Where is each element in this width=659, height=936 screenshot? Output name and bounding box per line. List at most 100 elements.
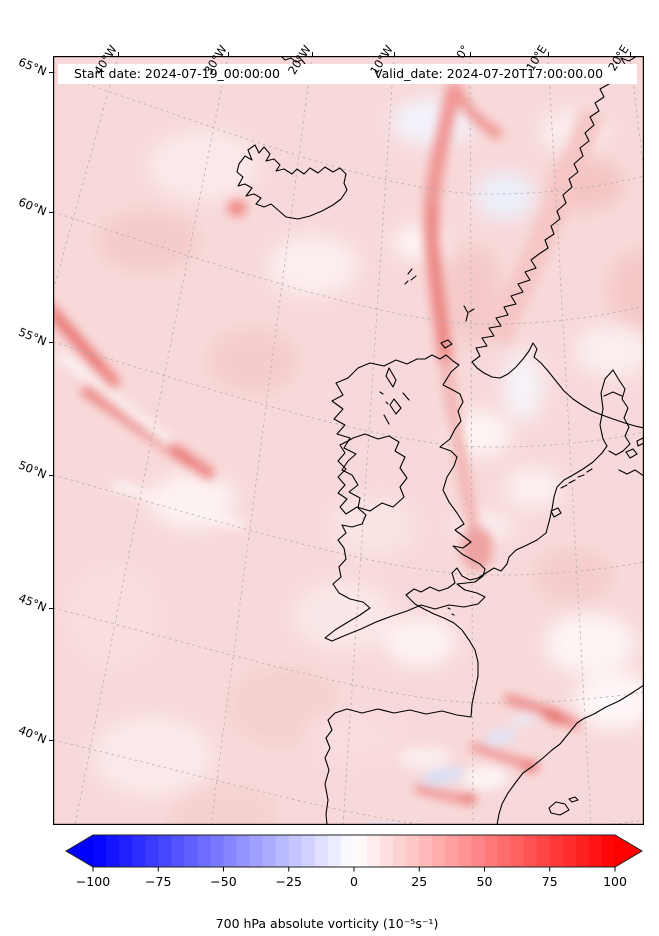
colorbar-segment <box>236 835 251 867</box>
colorbar-tick-label: 75 <box>541 874 558 889</box>
colorbar-segment <box>210 835 224 867</box>
colorbar-segment <box>536 835 551 867</box>
colorbar-tick-label: −50 <box>210 874 237 889</box>
latitude-tick <box>49 72 53 73</box>
coast-continental-europe <box>324 445 608 825</box>
colorbar-caption: 700 hPa absolute vorticity (10⁻⁵s⁻¹) <box>0 916 659 931</box>
coast-denmark <box>599 369 614 447</box>
coast-great-britain <box>324 354 486 642</box>
coast-denmark-east <box>608 369 631 456</box>
latitude-tick-label: 50°N <box>16 457 49 482</box>
longitude-tick <box>118 52 119 56</box>
coast-channel-islands <box>447 607 455 616</box>
colorbar-segment <box>249 835 264 867</box>
coast-limfjord <box>603 391 623 397</box>
colorbar-tick-label: 100 <box>603 874 627 889</box>
colorbar-segment <box>314 835 329 867</box>
longitude-tick <box>394 52 395 56</box>
colorbar-tick-label: −75 <box>145 874 172 889</box>
colorbar-segment <box>262 835 277 867</box>
latitude-tick <box>49 608 53 609</box>
colorbar-segment <box>171 835 185 867</box>
colorbar-over-arrow <box>615 835 642 867</box>
coast-norway-sweden <box>471 56 644 429</box>
latitude-tick <box>49 212 53 213</box>
coastlines <box>236 56 644 825</box>
colorbar-segment <box>327 835 342 867</box>
latitude-tick-label: 60°N <box>16 194 49 219</box>
colorbar-segment <box>445 835 459 867</box>
longitude-tick <box>228 52 229 56</box>
colorbar-tick-label: −25 <box>275 874 302 889</box>
colorbar-segment <box>497 835 512 867</box>
colorbar-segment <box>510 835 525 867</box>
colorbar-segment <box>523 835 538 867</box>
start-date-text: Start date: 2024-07-19_00:00:00 <box>74 66 280 81</box>
coast-arctic-norway <box>280 56 306 65</box>
latitude-tick-label: 55°N <box>16 324 49 349</box>
colorbar-segment <box>562 835 577 867</box>
colorbar <box>65 834 643 872</box>
colorbar-segment <box>393 835 407 867</box>
coast-baltic <box>618 469 644 477</box>
coast-iceland <box>236 144 348 220</box>
map-area <box>53 56 644 825</box>
longitude-tick <box>548 52 549 56</box>
colorbar-segment <box>354 835 368 867</box>
colorbar-segment <box>106 835 120 867</box>
longitude-tick <box>630 52 631 56</box>
colorbar-segment <box>288 835 303 867</box>
colorbar-segment <box>158 835 172 867</box>
colorbar-segment <box>484 835 499 867</box>
colorbar-segment <box>575 835 590 867</box>
valid-date-text: Valid_date: 2024-07-20T17:00:00.00 <box>374 66 604 81</box>
colorbar-segment <box>406 835 420 867</box>
coast-faroe-islands <box>404 268 417 285</box>
colorbar-segment <box>380 835 394 867</box>
colorbar-segment <box>197 835 211 867</box>
colorbar-segment <box>275 835 290 867</box>
coast-mediterranean <box>496 684 644 825</box>
title-band: Start date: 2024-07-19_00:00:00 Valid_da… <box>58 64 637 84</box>
coast-mallorca <box>548 801 570 816</box>
longitude-tick <box>470 52 471 56</box>
colorbar-segment <box>119 835 133 867</box>
coast-danish-islands <box>625 437 644 459</box>
colorbar-segment <box>93 835 107 867</box>
coast-ireland <box>337 433 408 515</box>
coast-wadden-islands <box>560 468 593 489</box>
colorbar-segment <box>458 835 472 867</box>
colorbar-segment <box>588 835 603 867</box>
graticule-gridlines <box>53 56 644 825</box>
latitude-tick <box>49 342 53 343</box>
latitude-tick <box>49 475 53 476</box>
colorbar-tick-label: 0 <box>350 874 358 889</box>
colorbar-tick-label: −100 <box>75 874 111 889</box>
coast-orkney <box>440 339 453 349</box>
colorbar-segment <box>367 835 381 867</box>
coast-hebrides <box>379 367 410 425</box>
latitude-tick <box>49 740 53 741</box>
colorbar-segment <box>432 835 446 867</box>
map-border <box>53 56 644 825</box>
latitude-tick-label: 45°N <box>16 590 49 615</box>
colorbar-segment <box>223 835 238 867</box>
colorbar-segment <box>340 835 355 867</box>
colorbar-segment <box>145 835 159 867</box>
vorticity-field <box>53 56 644 825</box>
colorbar-segment <box>601 835 616 867</box>
colorbar-tick-label: 50 <box>476 874 493 889</box>
colorbar-under-arrow <box>66 835 93 867</box>
colorbar-segment <box>184 835 198 867</box>
latitude-tick-label: 40°N <box>16 722 49 747</box>
colorbar-segment <box>549 835 564 867</box>
colorbar-segment <box>301 835 316 867</box>
colorbar-segment <box>471 835 485 867</box>
colorbar-segment <box>132 835 146 867</box>
colorbar-tick-label: 25 <box>411 874 428 889</box>
colorbar-segment <box>419 835 433 867</box>
map-svg <box>53 56 644 825</box>
coast-ijsselmeer <box>550 507 562 518</box>
latitude-tick-label: 65°N <box>16 54 49 79</box>
